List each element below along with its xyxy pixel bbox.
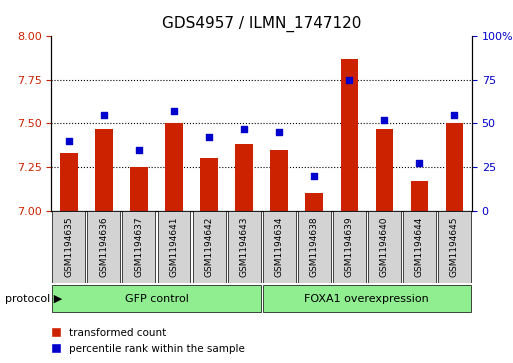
Bar [270,150,288,211]
Point [65,138,73,144]
FancyBboxPatch shape [298,211,331,283]
Text: FOXA1 overexpression: FOXA1 overexpression [304,294,429,303]
Text: GSM1194635: GSM1194635 [64,216,73,277]
Bar [410,181,428,211]
Point [450,112,459,118]
Text: protocol ▶: protocol ▶ [5,294,63,305]
Text: GSM1194634: GSM1194634 [274,216,284,277]
FancyBboxPatch shape [403,211,436,283]
Point [310,173,318,179]
Text: GSM1194645: GSM1194645 [450,216,459,277]
Point [205,134,213,140]
Title: GDS4957 / ILMN_1747120: GDS4957 / ILMN_1747120 [162,16,361,32]
Text: GSM1194640: GSM1194640 [380,216,389,277]
Text: GSM1194636: GSM1194636 [100,216,108,277]
Text: GSM1194643: GSM1194643 [240,216,249,277]
Point [100,112,108,118]
FancyBboxPatch shape [263,211,295,283]
FancyBboxPatch shape [157,211,190,283]
Point [135,147,143,152]
Legend: transformed count, percentile rank within the sample: transformed count, percentile rank withi… [46,324,249,358]
Text: GFP control: GFP control [125,294,188,303]
Bar [235,144,253,211]
FancyBboxPatch shape [123,211,155,283]
Bar [376,129,393,211]
FancyBboxPatch shape [263,285,471,313]
Bar [341,59,358,211]
Text: GSM1194637: GSM1194637 [134,216,144,277]
Point [170,108,178,114]
Point [275,129,283,135]
Bar [60,153,77,211]
Bar [446,123,463,211]
Point [345,77,353,83]
FancyBboxPatch shape [368,211,401,283]
Point [240,126,248,131]
Bar [95,129,113,211]
FancyBboxPatch shape [52,211,85,283]
FancyBboxPatch shape [438,211,471,283]
Text: GSM1194639: GSM1194639 [345,216,354,277]
FancyBboxPatch shape [52,285,261,313]
Text: GSM1194641: GSM1194641 [169,216,179,277]
Text: GSM1194644: GSM1194644 [415,216,424,277]
Point [380,117,388,123]
Point [415,160,423,166]
Bar [130,167,148,211]
FancyBboxPatch shape [333,211,366,283]
FancyBboxPatch shape [192,211,226,283]
FancyBboxPatch shape [87,211,121,283]
Text: GSM1194638: GSM1194638 [310,216,319,277]
Bar [165,123,183,211]
Text: GSM1194642: GSM1194642 [205,216,213,277]
Bar [305,193,323,211]
FancyBboxPatch shape [228,211,261,283]
Bar [200,158,218,211]
